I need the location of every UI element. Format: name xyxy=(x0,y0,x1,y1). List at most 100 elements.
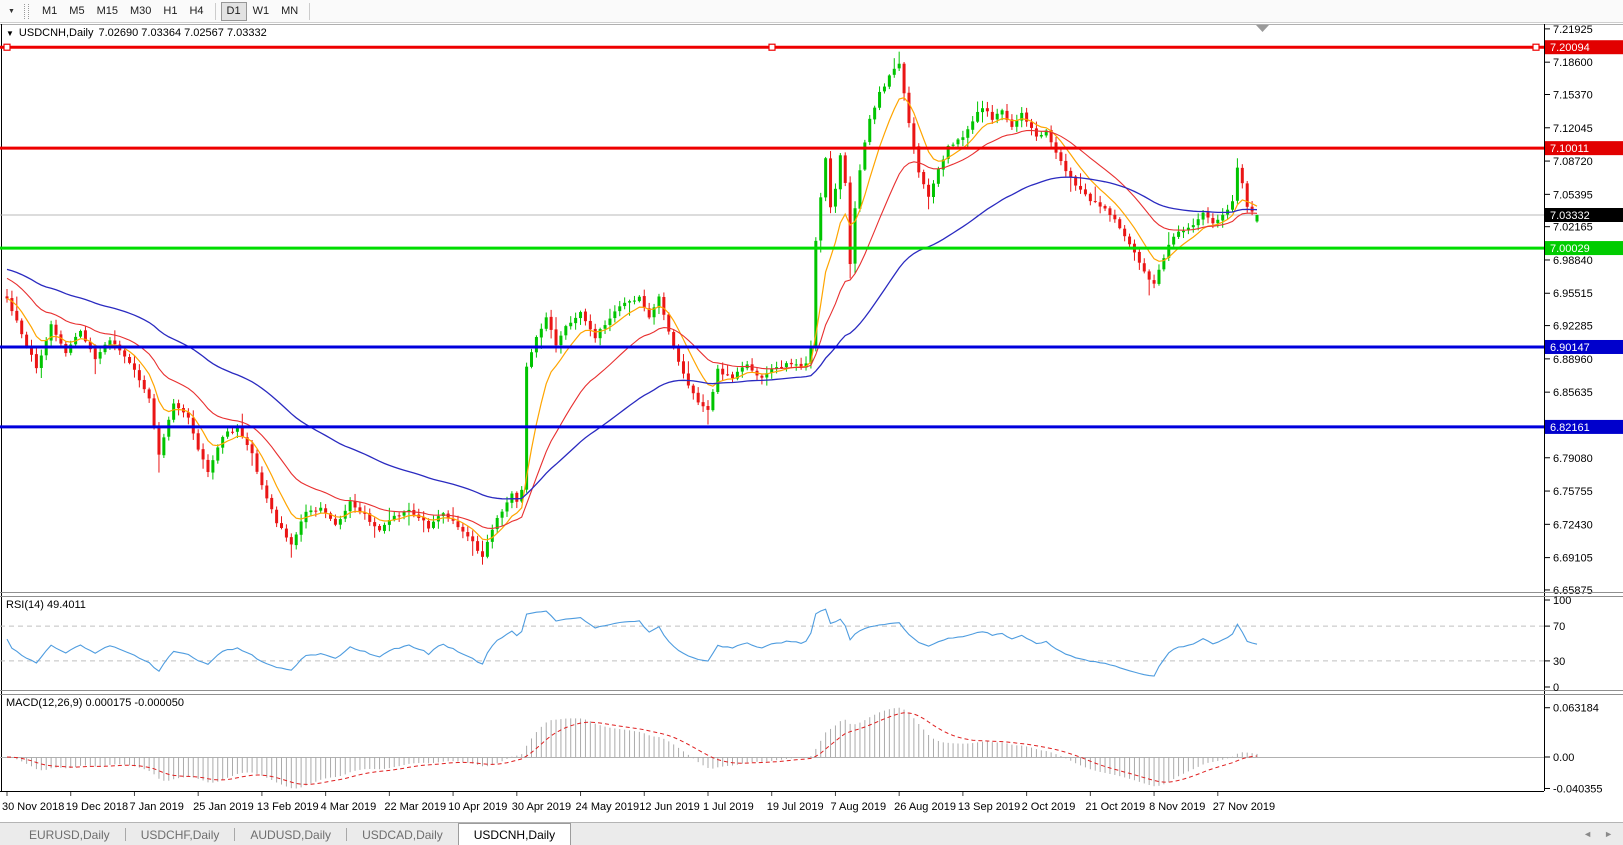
date-axis-label: 4 Mar 2019 xyxy=(321,801,377,813)
tab-usdchf-daily[interactable]: USDCHF,Daily xyxy=(140,827,220,842)
chart-title: ▼ USDCNH,Daily 7.02690 7.03364 7.02567 7… xyxy=(6,27,267,39)
hline-selection-handle[interactable] xyxy=(3,43,11,51)
hline-price-label: 6.82161 xyxy=(1550,422,1590,434)
timeframe-button-d1[interactable]: D1 xyxy=(220,1,247,21)
tabs-scroll-right-icon[interactable]: ► xyxy=(1604,829,1613,839)
price-axis-tick: 7.15370 xyxy=(1553,89,1593,101)
date-axis[interactable]: 30 Nov 2018 19 Dec 2018 7 Jan 2019 25 Jan 2… xyxy=(0,791,1544,814)
price-axis-tick: 7.05395 xyxy=(1553,189,1593,201)
hline-price-label: 7.10011 xyxy=(1550,143,1589,155)
timeframe-button-h1[interactable]: H1 xyxy=(157,2,183,21)
slow-ma-line xyxy=(6,176,1258,500)
price-axis-tick: 6.65875 xyxy=(1553,585,1593,597)
date-axis-label: 10 Apr 2019 xyxy=(448,801,507,813)
macd-axis-tick: -0.040355 xyxy=(1553,783,1603,795)
chart-title-arrow-icon: ▼ xyxy=(6,28,14,38)
rsi-indicator-label: RSI(14) 49.4011 xyxy=(6,599,86,611)
mid-ma-line xyxy=(6,129,1258,529)
price-axis-tick: 7.08720 xyxy=(1553,156,1593,168)
current-price-label-bg xyxy=(1545,208,1623,222)
hline-price-label: 7.20094 xyxy=(1550,42,1590,54)
date-axis-label: 19 Dec 2018 xyxy=(66,801,128,813)
price-axis-tick: 6.79080 xyxy=(1553,453,1593,465)
date-axis-label: 8 Nov 2019 xyxy=(1149,801,1205,813)
date-axis-label: 22 Mar 2019 xyxy=(384,801,446,813)
tab-separator xyxy=(124,827,126,841)
horizontal-lines xyxy=(0,43,1544,429)
moving-averages xyxy=(6,97,1258,541)
chart-shift-marker-icon xyxy=(1256,25,1269,32)
timeframe-button-w1[interactable]: W1 xyxy=(247,2,276,21)
tabs-scroll-left-icon[interactable]: ◄ xyxy=(1583,829,1593,839)
date-axis-label: 2 Oct 2019 xyxy=(1022,801,1076,813)
timeframe-toolbar: ▼ M1 M5 M15 M30 H1 H4 D1 W1 MN xyxy=(0,0,1623,23)
tab-audusd-daily[interactable]: AUDUSD,Daily xyxy=(250,827,332,842)
tab-separator xyxy=(346,827,348,841)
macd-signal-line xyxy=(6,712,1258,785)
hline-price-label-bg xyxy=(1545,141,1623,156)
date-axis-label: 24 May 2019 xyxy=(576,801,640,813)
rsi-axis-tick: 100 xyxy=(1553,595,1571,607)
rsi-axis-tick: 0 xyxy=(1553,682,1559,694)
timeframe-button-m15[interactable]: M15 xyxy=(91,2,124,21)
chart-canvas[interactable]: 7.21925 7.18600 7.15370 7.12045 7.08720 7.053… xyxy=(0,24,1623,822)
price-axis-tick: 6.72430 xyxy=(1553,519,1593,531)
tab-usdcad-daily[interactable]: USDCAD,Daily xyxy=(362,827,443,842)
macd-indicator-label: MACD(12,26,9) 0.000175 -0.000050 xyxy=(6,697,184,709)
timeframe-buttons: M1 M5 M15 M30 H1 H4 D1 W1 MN xyxy=(36,1,315,21)
fast-ma-line xyxy=(6,97,1258,541)
chart-ohlc-values: 7.02690 7.03364 7.02567 7.03332 xyxy=(98,27,267,39)
date-axis-label: 30 Apr 2019 xyxy=(512,801,571,813)
dropdown-arrow-icon: ▼ xyxy=(8,7,15,15)
date-axis-label: 7 Aug 2019 xyxy=(830,801,886,813)
rsi-panel: 100 70 30 0 xyxy=(0,595,1571,694)
timeframe-button-h4[interactable]: H4 xyxy=(183,2,209,21)
hline-selection-handle[interactable] xyxy=(768,43,776,51)
chart-symbol-period: USDCNH,Daily xyxy=(18,27,94,39)
tab-scroll-arrows: ◄ ► xyxy=(1583,829,1613,839)
hline-price-label: 6.90147 xyxy=(1550,342,1590,354)
chart-tabbar: EURUSD,Daily USDCHF,Daily AUDUSD,Daily USDC… xyxy=(0,822,1623,845)
macd-panel: 0.063184 0.00 -0.040355 xyxy=(0,703,1603,795)
timeframe-button-m1[interactable]: M1 xyxy=(36,2,63,21)
tab-eurusd-daily[interactable]: EURUSD,Daily xyxy=(29,827,110,842)
date-axis-label: 13 Feb 2019 xyxy=(257,801,319,813)
toolbar-separator xyxy=(309,2,311,20)
date-axis-label: 30 Nov 2018 xyxy=(2,801,64,813)
date-axis-label: 19 Jul 2019 xyxy=(767,801,824,813)
date-axis-label: 12 Jun 2019 xyxy=(639,801,700,813)
date-axis-label: 1 Jul 2019 xyxy=(703,801,754,813)
macd-axis-tick: 0.063184 xyxy=(1553,703,1599,715)
date-axis-label: 27 Nov 2019 xyxy=(1213,801,1275,813)
price-axis-tick: 6.85635 xyxy=(1553,387,1593,399)
price-axis-tick: 6.88960 xyxy=(1553,354,1593,366)
tab-usdcnh-daily[interactable]: USDCNH,Daily xyxy=(457,823,572,845)
hline-price-label-bg xyxy=(1545,241,1623,256)
candles xyxy=(5,51,1259,565)
hline-price-label-bg xyxy=(1545,40,1623,55)
price-axis-tick: 6.95515 xyxy=(1553,288,1593,300)
macd-axis-tick: 0.00 xyxy=(1553,752,1574,764)
toolbar-separator xyxy=(214,2,216,20)
timeframe-button-mn[interactable]: MN xyxy=(275,2,304,21)
hline-price-label-bg xyxy=(1545,419,1623,434)
price-axis[interactable]: 7.21925 7.18600 7.15370 7.12045 7.08720 7.053… xyxy=(1544,24,1623,791)
hline-selection-handle[interactable] xyxy=(1532,43,1540,51)
price-axis-tick: 6.92285 xyxy=(1553,321,1593,333)
timeframe-button-m30[interactable]: M30 xyxy=(124,2,157,21)
date-axis-label: 21 Oct 2019 xyxy=(1085,801,1145,813)
price-axis-tick: 7.02165 xyxy=(1553,222,1593,234)
chart-plot-area[interactable]: 7.21925 7.18600 7.15370 7.12045 7.08720 7.053… xyxy=(0,24,1623,822)
hline-price-label-bg xyxy=(1545,339,1623,354)
rsi-line xyxy=(6,608,1258,677)
price-axis-tick: 6.98840 xyxy=(1553,255,1593,267)
price-axis-tick: 6.69105 xyxy=(1553,553,1593,565)
toolbar-dropdown-button[interactable]: ▼ xyxy=(3,2,20,21)
toolbar-grip-handle[interactable] xyxy=(24,3,29,19)
date-axis-label: 7 Jan 2019 xyxy=(129,801,183,813)
date-axis-label: 13 Sep 2019 xyxy=(958,801,1020,813)
hline-price-label: 7.00029 xyxy=(1550,243,1590,255)
price-axis-tick: 6.75755 xyxy=(1553,486,1593,498)
timeframe-button-m5[interactable]: M5 xyxy=(63,2,90,21)
price-axis-tick: 7.18600 xyxy=(1553,57,1593,69)
